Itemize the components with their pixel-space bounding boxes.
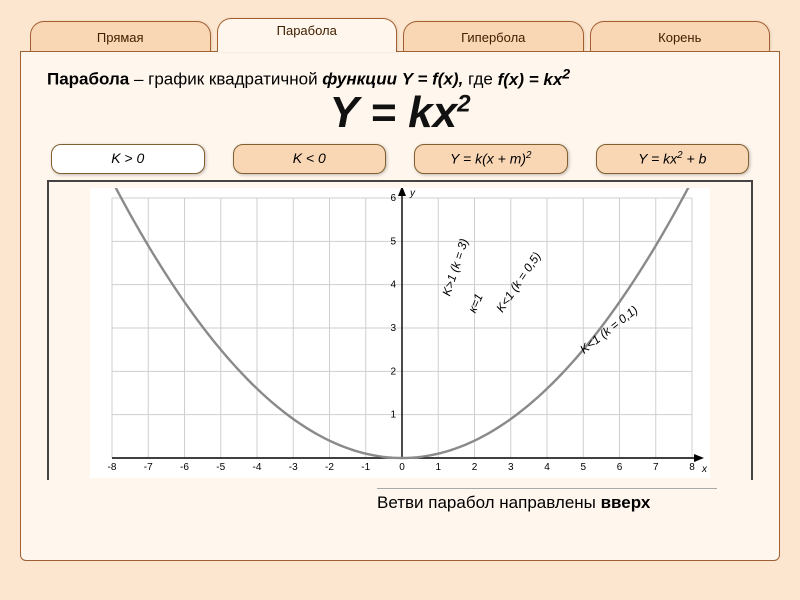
svg-text:-8: -8 <box>108 462 117 473</box>
svg-text:y: y <box>409 188 416 199</box>
tab-line[interactable]: Прямая <box>30 21 211 51</box>
k-shift-b-button[interactable]: Y = kx2 + b <box>596 144 750 174</box>
svg-text:4: 4 <box>390 280 396 291</box>
svg-text:-7: -7 <box>144 462 153 473</box>
tab-root[interactable]: Корень <box>590 21 771 51</box>
svg-text:2: 2 <box>472 462 478 473</box>
svg-text:K<1 (k = 0,1): K<1 (k = 0,1) <box>577 303 640 357</box>
svg-text:-6: -6 <box>180 462 189 473</box>
svg-text:3: 3 <box>508 462 514 473</box>
svg-text:6: 6 <box>617 462 623 473</box>
parabola-chart: -8 -7 -6 -5 -4 -3 -2 -1 0 1 2 3 4 5 6 7 8 1 2 3 4 5 6 x y K>1 (k … <box>90 188 710 478</box>
svg-text:7: 7 <box>653 462 659 473</box>
svg-text:6: 6 <box>390 193 396 204</box>
svg-text:-2: -2 <box>325 462 334 473</box>
svg-text:8: 8 <box>689 462 695 473</box>
svg-text:к=1: к=1 <box>465 291 486 314</box>
k-button-row: K > 0 K < 0 Y = k(x + m)2 Y = kx2 + b <box>47 144 753 174</box>
svg-text:K>1 (k = 3): K>1 (k = 3) <box>439 237 471 298</box>
svg-text:-4: -4 <box>253 462 262 473</box>
svg-text:0: 0 <box>399 462 405 473</box>
svg-text:K<1 (k = 0,5): K<1 (k = 0,5) <box>493 249 543 314</box>
svg-text:-5: -5 <box>216 462 225 473</box>
k-negative-button[interactable]: K < 0 <box>233 144 387 174</box>
definition-text: Парабола – график квадратичной функции Y… <box>47 66 607 90</box>
chart-container: -8 -7 -6 -5 -4 -3 -2 -1 0 1 2 3 4 5 6 7 8 1 2 3 4 5 6 x y K>1 (k … <box>47 180 753 480</box>
svg-text:x: x <box>701 464 708 475</box>
main-formula: Y = kx2 <box>47 88 753 138</box>
svg-text:3: 3 <box>390 323 396 334</box>
svg-text:5: 5 <box>390 236 396 247</box>
svg-text:-1: -1 <box>361 462 370 473</box>
svg-text:5: 5 <box>580 462 586 473</box>
tab-parabola[interactable]: Парабола <box>217 18 398 52</box>
content-panel: Парабола – график квадратичной функции Y… <box>20 51 780 561</box>
svg-text:1: 1 <box>435 462 441 473</box>
tab-bar: Прямая Парабола Гипербола Корень <box>0 0 800 51</box>
branches-caption: Ветви парабол направлены вверх <box>377 488 717 513</box>
svg-text:4: 4 <box>544 462 550 473</box>
tab-hyperbola[interactable]: Гипербола <box>403 21 584 51</box>
k-shift-m-button[interactable]: Y = k(x + m)2 <box>414 144 568 174</box>
k-positive-button[interactable]: K > 0 <box>51 144 205 174</box>
svg-text:1: 1 <box>390 410 396 421</box>
svg-text:-3: -3 <box>289 462 298 473</box>
svg-text:2: 2 <box>390 366 396 377</box>
